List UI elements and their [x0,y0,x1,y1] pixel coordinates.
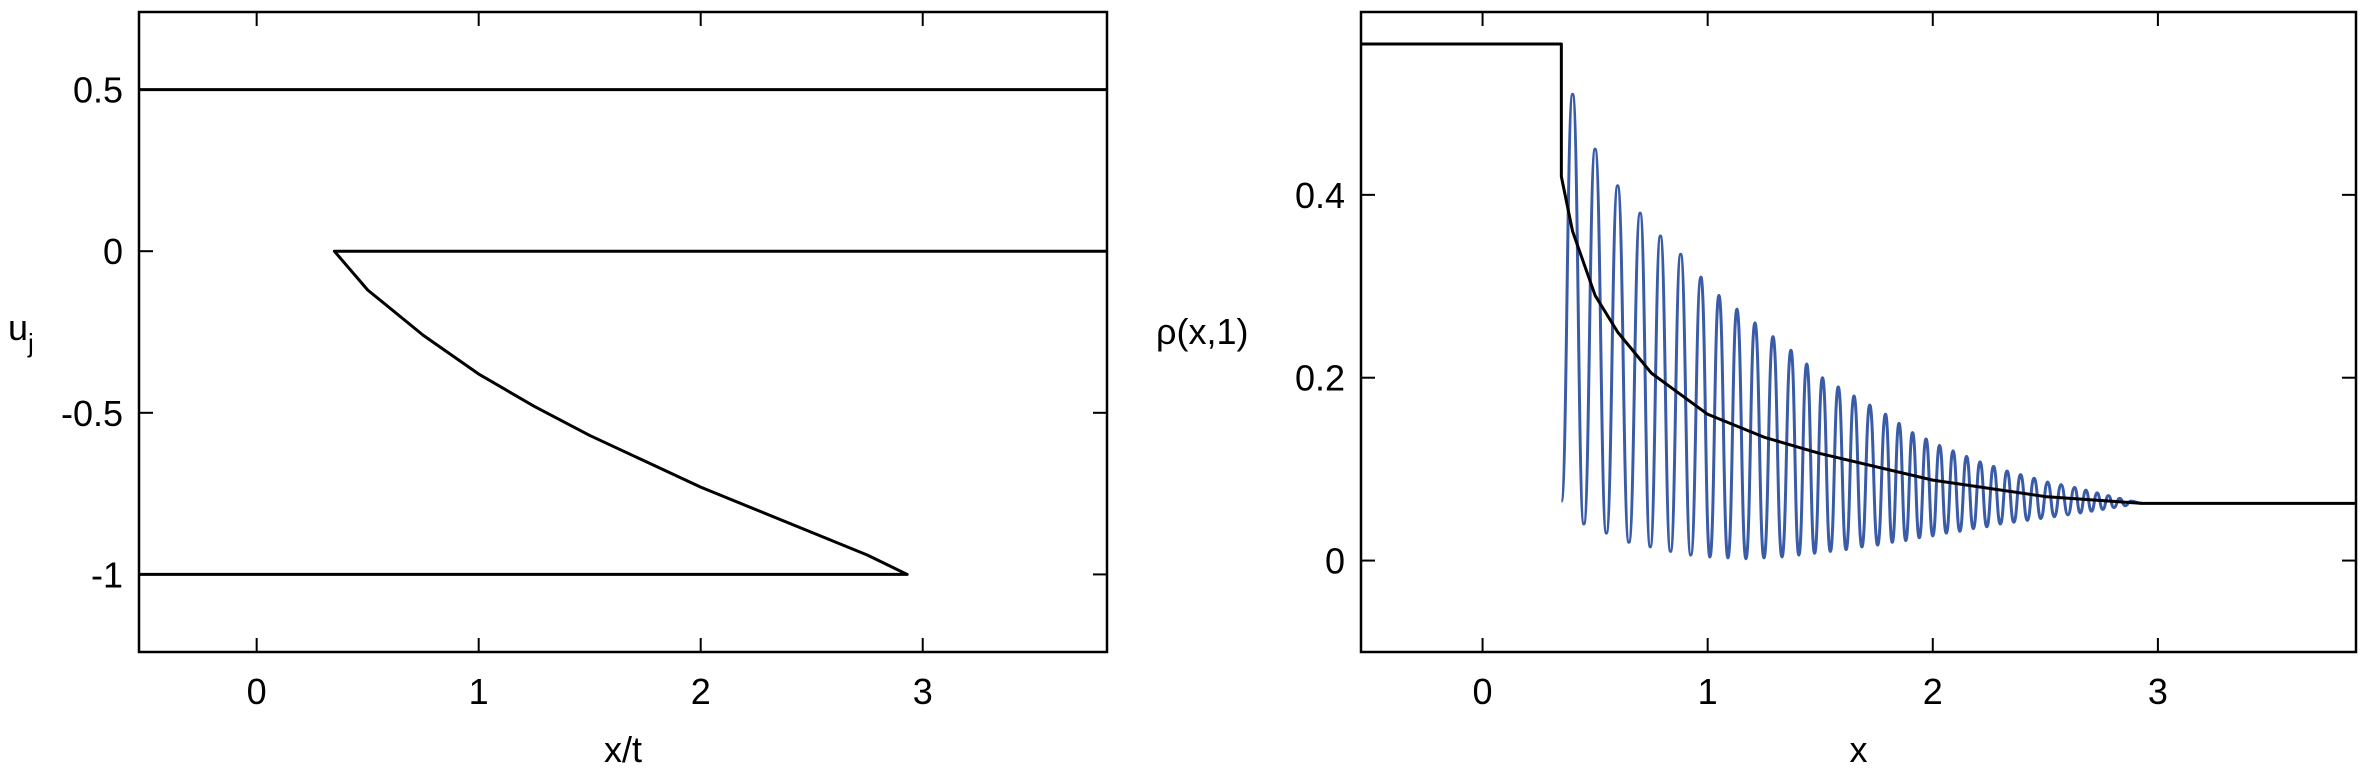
y-tick-label: 0.5 [73,70,123,111]
y-tick-label: 0 [1325,541,1345,582]
x-tick-label: 3 [913,671,933,712]
y-tick-label: -1 [91,554,123,595]
x-tick-label: 0 [247,671,267,712]
y-axis-label-sub: j [27,328,34,358]
x-axis-label: x [1850,729,1868,770]
data-line [1559,92,2143,561]
x-tick-label: 0 [1473,671,1493,712]
x-axis-label: x/t [604,729,642,770]
x-tick-label: 1 [1698,671,1718,712]
data-line [139,249,1107,576]
panel: 0 1 2 3 0 0.2 0.4 x ρ(x,1) [1156,10,2358,770]
y-tick-label: 0 [103,231,123,272]
y-axis-label-main: u [8,307,28,348]
data-line [1361,42,2356,505]
plot-frame [137,10,1109,654]
x-tick-label: 2 [1923,671,1943,712]
plot-frame [1359,10,2358,654]
panel: 0 1 2 3 0.5 0 -0.5 -1 x/t uj [8,10,1109,770]
x-tick-label: 2 [691,671,711,712]
x-tick-label: 1 [469,671,489,712]
y-axis-label: ρ(x,1) [1156,311,1248,352]
y-tick-label: -0.5 [61,393,123,434]
y-axis-label: uj [8,307,34,358]
y-tick-label: 0.4 [1295,175,1345,216]
x-tick-label: 3 [2148,671,2168,712]
y-tick-label: 0.2 [1295,358,1345,399]
